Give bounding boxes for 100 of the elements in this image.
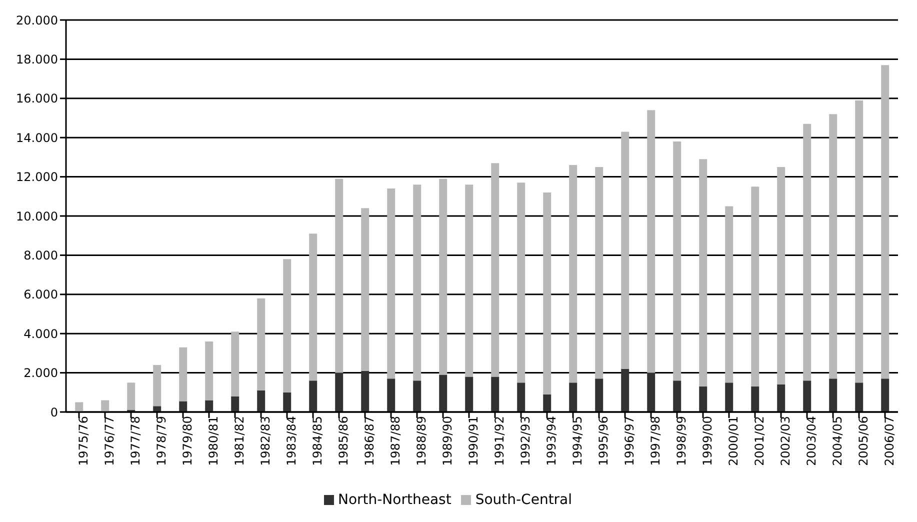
bar <box>335 372 344 412</box>
x-tick-label: 1988/89 <box>414 416 429 466</box>
y-tick-label: 4.000 <box>24 326 58 341</box>
legend-label: North-Northeast <box>338 492 452 508</box>
bar <box>205 400 214 412</box>
bar <box>309 234 318 381</box>
bar <box>309 380 318 412</box>
bar <box>179 401 188 412</box>
bar <box>465 376 474 412</box>
bar <box>803 124 812 381</box>
bar <box>413 380 422 412</box>
bar <box>647 110 656 373</box>
x-tick-label: 1989/90 <box>440 416 455 466</box>
bar <box>491 376 500 412</box>
x-tick-label: 1996/97 <box>622 416 637 466</box>
bar <box>361 208 370 371</box>
bar <box>751 386 760 412</box>
bar <box>829 114 838 379</box>
bar <box>855 382 864 412</box>
y-tick-label: 16.000 <box>16 92 58 106</box>
x-tick-label: 1983/84 <box>284 416 299 466</box>
x-tick-label: 1998/99 <box>674 416 689 466</box>
x-tick-label: 1993/94 <box>544 416 559 466</box>
bar <box>361 370 370 412</box>
legend-label: South-Central <box>475 492 572 508</box>
x-tick-label: 1980/81 <box>206 416 221 466</box>
bar <box>387 188 396 379</box>
x-tick-label: 1977/78 <box>128 416 143 466</box>
y-tick-label: 20.000 <box>16 13 58 28</box>
bar <box>439 178 448 375</box>
x-tick-label: 2006/07 <box>882 416 897 466</box>
bar <box>543 192 552 394</box>
x-tick-label: 1999/00 <box>700 416 715 466</box>
bar <box>595 167 604 379</box>
x-tick-label: 1991/92 <box>492 416 507 466</box>
bar <box>153 364 162 406</box>
bar <box>231 332 240 396</box>
x-tick-label: 2002/03 <box>778 416 793 466</box>
bar <box>491 163 500 377</box>
bar <box>725 382 734 412</box>
bar <box>855 100 864 383</box>
x-tick-label: 1981/82 <box>232 416 247 466</box>
bar <box>205 341 214 400</box>
x-tick-label: 2004/05 <box>830 416 845 466</box>
y-tick-label: 12.000 <box>16 170 58 184</box>
bar <box>153 406 162 412</box>
x-tick-label: 1995/96 <box>596 416 611 466</box>
bar <box>777 167 786 385</box>
y-tick-label: 0 <box>50 405 58 420</box>
bar <box>881 65 890 379</box>
bar <box>699 386 708 412</box>
bar <box>751 186 760 387</box>
bar <box>673 380 682 412</box>
x-tick-label: 2000/01 <box>726 416 741 466</box>
bar <box>881 378 890 412</box>
bar <box>179 347 188 402</box>
bar <box>439 374 448 412</box>
x-tick-label: 1997/98 <box>648 416 663 466</box>
bar <box>101 400 110 412</box>
bar <box>725 206 734 383</box>
bar <box>231 396 240 412</box>
bar <box>283 392 292 412</box>
x-tick-label: 1992/93 <box>518 416 533 466</box>
bar <box>673 142 682 381</box>
x-tick-label: 1984/85 <box>310 416 325 466</box>
y-tick-label: 2.000 <box>24 366 58 380</box>
bar <box>569 165 578 383</box>
bar <box>569 382 578 412</box>
bar <box>335 178 344 373</box>
bar <box>75 402 84 412</box>
y-tick-label: 10.000 <box>16 209 58 224</box>
bar <box>647 372 656 412</box>
x-tick-label: 1994/95 <box>570 416 585 466</box>
x-tick-label: 1982/83 <box>258 416 273 466</box>
bar <box>699 159 708 387</box>
bar <box>829 378 838 412</box>
x-tick-label: 1979/80 <box>180 416 195 466</box>
bar <box>621 132 630 369</box>
y-tick-label: 14.000 <box>16 130 58 145</box>
x-tick-label: 1976/77 <box>102 416 117 466</box>
bar <box>621 368 630 412</box>
bar <box>777 384 786 412</box>
bar <box>387 378 396 412</box>
bar <box>413 184 422 381</box>
x-tick-label: 1985/86 <box>336 416 351 466</box>
x-tick-label: 2001/02 <box>752 416 767 466</box>
bar <box>803 380 812 412</box>
x-tick-label: 1975/76 <box>76 416 91 466</box>
y-tick-label: 8.000 <box>24 248 58 262</box>
x-tick-label: 1990/91 <box>466 416 481 466</box>
x-tick-label: 1987/88 <box>388 416 403 466</box>
x-tick-label: 2003/04 <box>804 416 819 466</box>
bar <box>517 382 526 412</box>
bar <box>543 394 552 412</box>
bar <box>257 390 266 412</box>
y-tick-label: 18.000 <box>16 52 58 66</box>
y-tick-label: 6.000 <box>24 288 58 302</box>
x-tick-label: 2005/06 <box>856 416 871 466</box>
bar <box>465 184 474 377</box>
bar <box>283 259 292 392</box>
